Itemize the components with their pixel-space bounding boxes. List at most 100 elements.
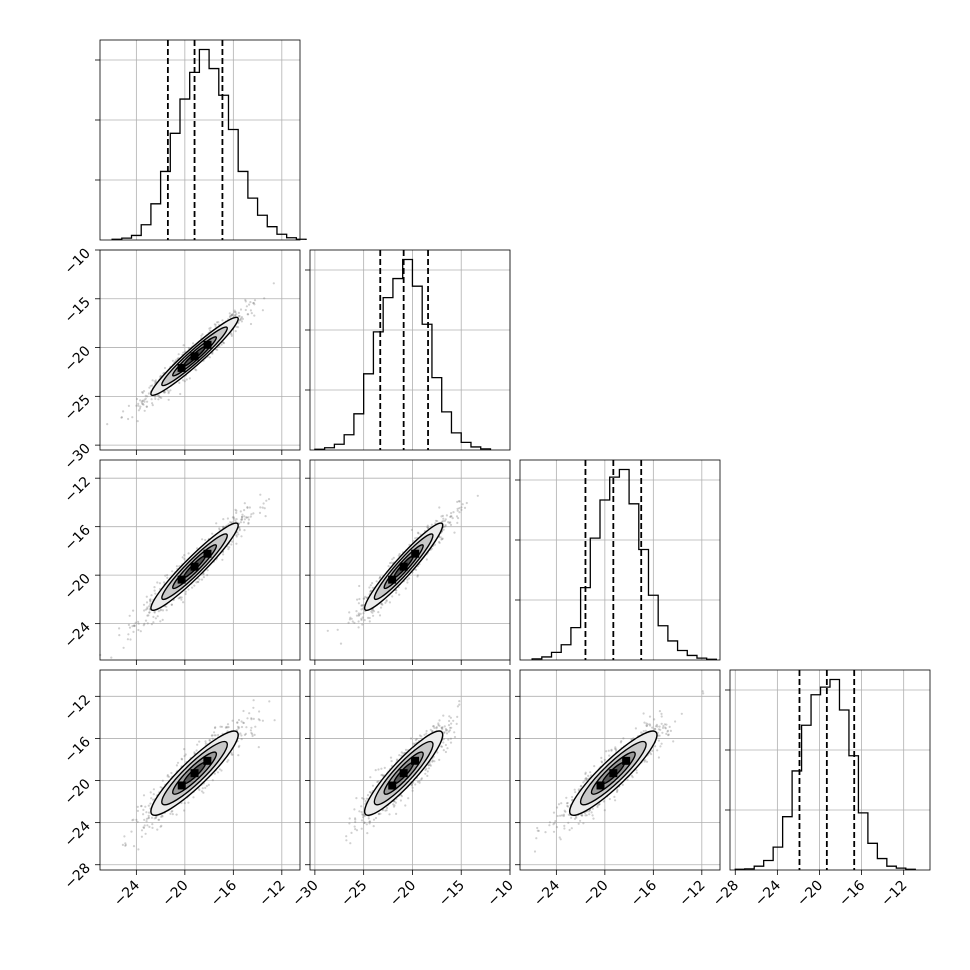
sample-point (244, 300, 247, 303)
sample-point (150, 623, 153, 626)
sample-point (146, 400, 149, 403)
y-tick-label: −16 (62, 522, 94, 554)
y-tick-label: −20 (62, 571, 94, 603)
sample-point (458, 511, 461, 514)
sample-point (439, 536, 442, 539)
sample-point (151, 404, 154, 407)
sample-point (136, 809, 139, 813)
sample-point (134, 621, 137, 624)
sample-point (158, 582, 161, 585)
sample-point (118, 634, 121, 637)
sample-point (653, 718, 656, 721)
sample-point (232, 516, 235, 519)
sample-point (414, 783, 417, 786)
scatter-panel: −30 −25 −20 −15 −10 (289, 669, 517, 910)
scatter-panel: −12−16−20−24 (62, 459, 301, 665)
sample-point (350, 617, 353, 620)
sample-point (183, 748, 186, 751)
sample-point (253, 733, 256, 737)
sample-point (436, 751, 439, 754)
sample-point (240, 738, 243, 741)
sample-point (442, 528, 445, 531)
sample-point (184, 350, 187, 353)
sample-point (438, 506, 441, 509)
sample-point (121, 843, 124, 847)
sample-point (410, 528, 413, 532)
sample-point (184, 590, 187, 593)
sample-point (246, 313, 249, 316)
sample-point (222, 342, 226, 345)
sample-point (387, 565, 390, 568)
panel-frame (729, 669, 931, 871)
sample-point (148, 386, 151, 389)
sample-point (231, 313, 234, 316)
sample-point (137, 628, 140, 632)
sample-point (198, 740, 201, 743)
sample-point (357, 620, 360, 623)
sample-point (366, 794, 370, 797)
density-cell (399, 562, 408, 571)
scatter-panel: −10−15−20−25−30 (62, 246, 301, 473)
sample-point (165, 605, 168, 608)
sample-point (140, 401, 143, 404)
sample-point (442, 517, 445, 520)
sample-point (187, 346, 190, 350)
sample-point (161, 609, 165, 612)
sample-point (127, 633, 130, 636)
sample-point (247, 516, 250, 519)
sample-point (444, 727, 447, 731)
sample-point (264, 515, 267, 518)
y-tick-label: −12 (62, 692, 94, 724)
y-tick-label: −12 (62, 474, 94, 506)
sample-point (231, 540, 234, 543)
sample-point (159, 825, 162, 828)
sample-point (106, 423, 109, 426)
sample-point (156, 828, 159, 831)
sample-point (374, 816, 378, 820)
sample-point (146, 395, 149, 398)
sample-point (175, 813, 178, 816)
sample-point (391, 595, 394, 598)
sample-point (177, 597, 180, 600)
sample-point (225, 725, 228, 729)
sample-point (183, 557, 186, 561)
sample-point (220, 769, 223, 772)
sample-point (238, 744, 241, 748)
sample-point (163, 581, 166, 584)
sample-point (461, 503, 464, 506)
sample-point (248, 303, 251, 306)
sample-point (153, 395, 157, 398)
sample-point (178, 565, 181, 568)
sample-point (154, 379, 157, 382)
sample-point (658, 725, 661, 728)
sample-point (448, 715, 451, 718)
sample-point (261, 719, 264, 722)
sample-point (242, 709, 245, 713)
sample-point (145, 820, 148, 823)
sample-point (192, 796, 195, 799)
sample-point (144, 397, 147, 400)
sample-point (222, 518, 225, 521)
sample-point (353, 825, 356, 828)
sample-point (150, 594, 153, 597)
sample-point (234, 508, 237, 511)
sample-point (213, 734, 216, 737)
sample-point (458, 700, 461, 703)
sample-point (153, 586, 156, 589)
sample-point (449, 741, 453, 744)
sample-point (137, 409, 140, 412)
sample-point (236, 531, 239, 534)
sample-point (235, 542, 238, 545)
sample-point (123, 835, 126, 838)
sample-point (128, 626, 132, 629)
sample-point (360, 805, 363, 808)
sample-point (380, 767, 383, 770)
sample-point (127, 623, 130, 627)
sample-point (336, 628, 339, 631)
sample-point (455, 722, 458, 726)
y-tick-label: −10 (62, 246, 94, 278)
sample-point (170, 771, 173, 775)
sample-point (152, 788, 155, 791)
x-tick-label: −12 (878, 878, 910, 910)
sample-point (368, 620, 371, 623)
